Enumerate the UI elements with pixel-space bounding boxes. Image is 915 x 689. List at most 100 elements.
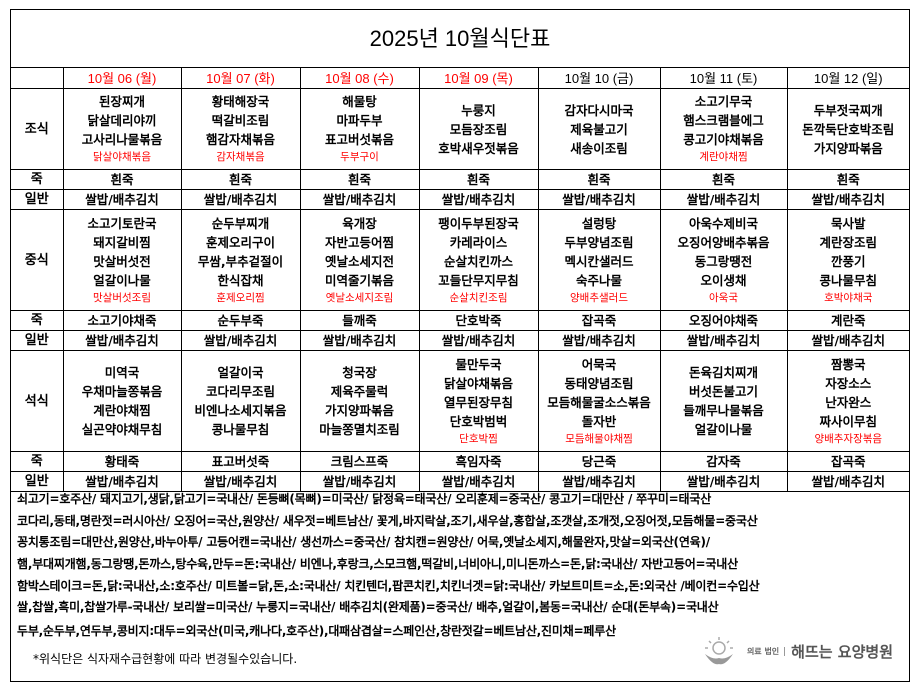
dish: 우채마늘쫑볶음 xyxy=(81,384,163,399)
substitute-dish: 양배추샐러드 xyxy=(570,291,628,304)
dish: 맛살버섯전 xyxy=(93,253,151,269)
dish: 콩나물무침 xyxy=(819,272,877,288)
menu-table: 10월 06 (월) 10월 07 (화) 10월 08 (수) 10월 09 (목)… xyxy=(11,68,909,492)
menu-cell: 감자다시마국 제육불고기 새송이조림 xyxy=(537,88,661,170)
dish: 한식잡채 xyxy=(217,272,264,288)
dish: 짬뽕국 xyxy=(830,356,866,372)
menu-cell: 황태해장국 떡갈비조림 햄감자채볶음 감자채볶음 xyxy=(180,88,301,170)
regular-cell: 쌀밥/배추김치 xyxy=(62,471,182,492)
dish: 두부젓국찌개 xyxy=(813,102,883,118)
menu-cell: 소고기무국 햄스크램블에그 콩고기야채볶음 계란야채찜 xyxy=(659,88,788,170)
dish: 물만두국 xyxy=(455,356,502,372)
dish: 닭살데리야끼 xyxy=(87,113,157,128)
dish: 자장소스 xyxy=(825,375,872,391)
dish: 열무된장무침 xyxy=(443,394,513,410)
substitute-dish: 감자채볶음 xyxy=(216,151,265,163)
regular-cell: 쌀밥/배추김치 xyxy=(537,330,661,351)
porridge-cell: 표고버섯죽 xyxy=(180,451,301,472)
regular-cell: 쌀밥/배추김치 xyxy=(180,471,301,492)
day-header: 10월 06 (월) xyxy=(62,68,182,89)
origin-line: 햄,부대찌개햄,동그랑땡,돈까스,탕수육,만두=돈:국내산/ 비엔나,후랑크,스… xyxy=(17,557,738,571)
menu-cell: 묵사발 계란장조림 깐풍기 콩나물무침 호박야채국 xyxy=(786,209,909,311)
regular-cell: 쌀밥/배추김치 xyxy=(659,189,788,210)
dish: 떡갈비조림 xyxy=(211,113,270,128)
substitute-dish: 닭살야채볶음 xyxy=(93,151,151,163)
page-title: 2025년 10월식단표 xyxy=(11,10,909,68)
meal-row: 석식 미역국 우채마늘쫑볶음 계란야채찜 실곤약야채무침 얼갈이국 코다리무조림 비엔나소세지… xyxy=(11,350,909,452)
substitute-dish: 계란야채찜 xyxy=(699,151,748,163)
dish: 멕시칸샐러드 xyxy=(564,253,634,269)
porridge-cell: 잡곡죽 xyxy=(537,310,661,331)
meal-row: 조식 된장찌개 닭살데리야끼 고사리나물볶음 닭살야채볶음 황태해장국 떡갈비조림 햄감자채볶… xyxy=(11,88,909,170)
dish: 된장찌개 xyxy=(98,94,145,109)
dish: 돌자반 xyxy=(581,413,617,429)
substitute-dish: 단호박찜 xyxy=(459,432,498,445)
menu-cell: 돈육김치찌개 버섯돈불고기 들깨무나물볶음 얼갈이나물 xyxy=(659,350,788,452)
dish: 설렁탕 xyxy=(581,215,617,231)
dish: 동그랑땡전 xyxy=(694,253,753,269)
porridge-cell: 들깨죽 xyxy=(299,310,420,331)
regular-row: 일반 쌀밥/배추김치 쌀밥/배추김치 쌀밥/배추김치 쌀밥/배추김치 쌀밥/배추김치 쌀밥/… xyxy=(11,189,909,210)
substitute-dish: 맛살버섯조림 xyxy=(93,291,151,304)
regular-label: 일반 xyxy=(11,330,64,351)
porridge-cell: 감자죽 xyxy=(659,451,788,472)
menu-cell: 팽이두부된장국 카레라이스 순살치킨까스 꼬들단무지무침 순살치킨조림 xyxy=(418,209,539,311)
dish: 버섯돈불고기 xyxy=(688,384,758,399)
porridge-row: 죽 소고기야채죽 순두부죽 들깨죽 단호박죽 잡곡죽 오징어야채죽 계란죽 xyxy=(11,310,909,331)
menu-cell: 순두부찌개 훈제오리구이 무쌈,부추겉절이 한식잡채 훈제오리찜 xyxy=(180,209,301,311)
dish: 계란장조림 xyxy=(819,234,877,250)
dish: 숙주나물 xyxy=(575,272,622,288)
day-header: 10월 11 (토) xyxy=(659,68,788,89)
dish: 닭살야채볶음 xyxy=(443,375,513,391)
dish: 콩고기야채볶음 xyxy=(683,132,764,147)
dish: 꼬들단무지무침 xyxy=(438,272,519,288)
dish: 팽이두부된장국 xyxy=(438,215,519,231)
porridge-label: 죽 xyxy=(11,169,64,190)
dish: 얼갈이국 xyxy=(217,365,264,380)
menu-cell: 아욱수제비국 오징어양배추볶음 동그랑땡전 오이생채 아욱국 xyxy=(659,209,788,311)
porridge-cell: 잡곡죽 xyxy=(786,451,909,472)
day-header: 10월 12 (일) xyxy=(786,68,909,89)
menu-cell: 얼갈이국 코다리무조림 비엔나소세지볶음 콩나물무침 xyxy=(180,350,301,452)
dish: 미역국 xyxy=(104,365,140,380)
dish: 얼갈이나물 xyxy=(93,272,151,288)
dish: 가지양파볶음 xyxy=(324,403,394,418)
day-header: 10월 07 (화) xyxy=(180,68,301,89)
dish: 호박새우젓볶음 xyxy=(438,140,519,156)
porridge-cell: 순두부죽 xyxy=(180,310,301,331)
corner-cell xyxy=(11,68,64,89)
dish: 제육불고기 xyxy=(570,121,628,137)
dish: 고사리나물볶음 xyxy=(81,132,163,147)
origin-line: 쌀,찹쌀,흑미,찹쌀가루-국내산/ 보리쌀=미국산/ 누룽지=국내산/ 배추김치… xyxy=(17,600,719,614)
substitute-dish: 모듬해물야채찜 xyxy=(565,432,633,445)
regular-cell: 쌀밥/배추김치 xyxy=(418,471,539,492)
dish: 가지양파볶음 xyxy=(813,140,883,156)
menu-cell: 미역국 우채마늘쫑볶음 계란야채찜 실곤약야채무침 xyxy=(62,350,182,452)
dish: 들깨무나물볶음 xyxy=(683,403,764,418)
regular-row: 일반 쌀밥/배추김치 쌀밥/배추김치 쌀밥/배추김치 쌀밥/배추김치 쌀밥/배추김치 쌀밥/… xyxy=(11,330,909,351)
regular-cell: 쌀밥/배추김치 xyxy=(180,189,301,210)
dish: 소고기토란국 xyxy=(87,215,157,231)
origin-line: 꽁치통조림=대만산,원양산,바누아투/ 고등어캔=국내산/ 생선까스=중국산/ … xyxy=(17,535,710,549)
origin-line: 코다리,동태,명란젓=러시아산/ 오징어=국산,원양산/ 새우젓=베트남산/ 꽃… xyxy=(17,514,758,528)
dish: 얼갈이나물 xyxy=(694,422,753,437)
day-header: 10월 08 (수) xyxy=(299,68,420,89)
porridge-cell: 소고기야채죽 xyxy=(62,310,182,331)
dish: 황태해장국 xyxy=(211,94,270,109)
meal-label: 조식 xyxy=(11,88,64,170)
porridge-cell: 흰죽 xyxy=(659,169,788,190)
menu-cell: 두부젓국찌개 돈깍둑단호박조림 가지양파볶음 xyxy=(786,88,909,170)
dish: 짜사이무침 xyxy=(819,413,877,429)
menu-cell: 어묵국 동태양념조림 모듬해물굴소스볶음 돌자반 모듬해물야채찜 xyxy=(537,350,661,452)
dish: 청국장 xyxy=(342,365,377,380)
substitute-dish: 순살치킨조림 xyxy=(449,291,508,304)
regular-cell: 쌀밥/배추김치 xyxy=(537,189,661,210)
dish: 순살치킨까스 xyxy=(443,253,513,269)
regular-cell: 쌀밥/배추김치 xyxy=(299,330,420,351)
menu-cell: 누룽지 모듬장조림 호박새우젓볶음 xyxy=(418,88,539,170)
menu-cell: 설렁탕 두부양념조림 멕시칸샐러드 숙주나물 양배추샐러드 xyxy=(537,209,661,311)
dish: 육개장 xyxy=(342,215,377,231)
porridge-row: 죽 흰죽 흰죽 흰죽 흰죽 흰죽 흰죽 흰죽 xyxy=(11,169,909,190)
notice-text: *위식단은 식자재수급현황에 따라 변경될수있습니다. xyxy=(33,652,298,666)
substitute-dish: 두부구이 xyxy=(340,151,379,163)
